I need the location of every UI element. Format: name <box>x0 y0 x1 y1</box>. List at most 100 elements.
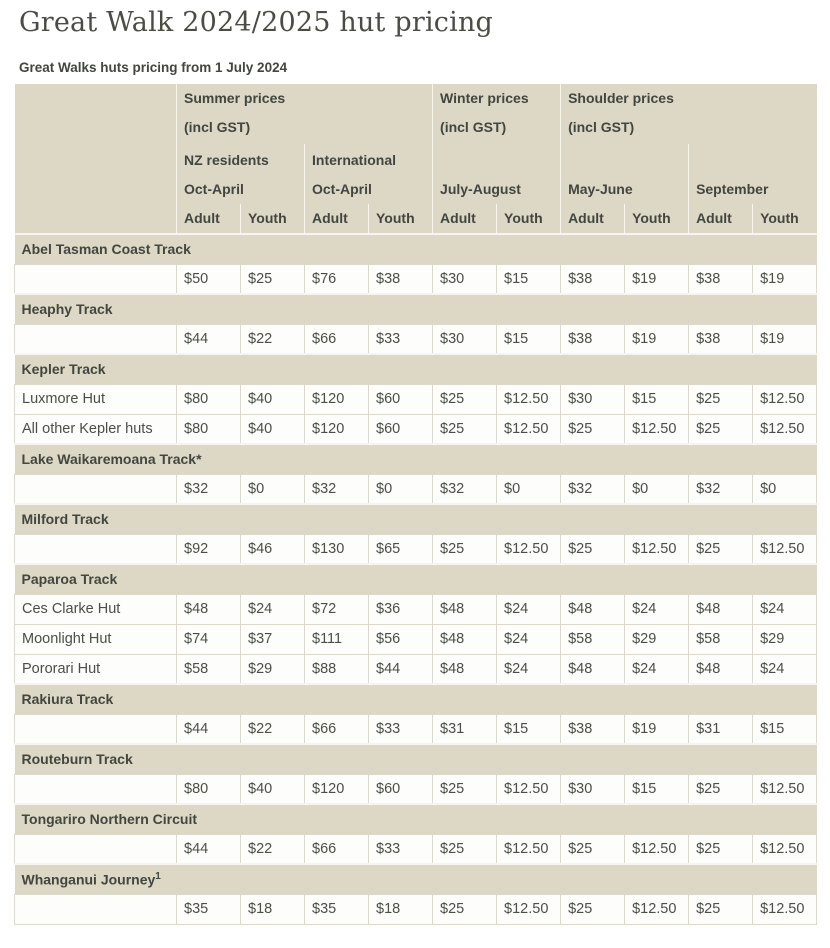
price-cell: $15 <box>624 773 690 805</box>
track-group-row: Paparoa Track <box>14 563 817 594</box>
price-cell: $25 <box>240 263 305 295</box>
price-cell: $29 <box>624 623 690 655</box>
price-cell: $56 <box>367 623 434 655</box>
price-group-cell: Winter prices (incl GST) <box>432 84 561 144</box>
price-row: $32 $0 $32 $0 $32 $0 $32 $0 $32 $0 <box>14 473 818 505</box>
price-cell: $120 <box>304 383 369 415</box>
price-cell: $65 <box>367 533 434 565</box>
hut-name-cell <box>14 713 177 745</box>
header-row-price-groups: Summer prices (incl GST) Winter prices (inc… <box>14 84 817 144</box>
hut-name-cell: Pororari Hut <box>14 653 177 685</box>
price-cell: $33 <box>367 713 434 745</box>
price-cell: $12.50 <box>496 413 562 445</box>
price-cell: $30 <box>432 263 498 295</box>
price-cell: $38 <box>560 263 626 295</box>
price-cell: $12.50 <box>496 833 562 865</box>
price-cell: $48 <box>688 593 754 625</box>
track-name-cell: Whanganui Journey1 <box>14 863 817 894</box>
price-cell: $44 <box>176 833 241 865</box>
price-cell: $30 <box>560 773 626 805</box>
track-group-row: Whanganui Journey1 <box>14 863 817 894</box>
price-cell: $33 <box>367 833 434 865</box>
price-cell: $24 <box>752 653 818 685</box>
hut-name-cell <box>14 533 177 565</box>
price-group-label: Summer prices <box>184 90 286 106</box>
price-group-cell: Summer prices (incl GST) <box>175 84 433 144</box>
price-cell: $76 <box>304 263 369 295</box>
price-cell: $29 <box>240 653 305 685</box>
price-cell: $66 <box>304 323 369 355</box>
price-cell: $58 <box>176 653 241 685</box>
price-row: Ces Clarke Hut $48 $24 $72 $36 $48 $24 $48 $24 $4… <box>14 593 818 625</box>
track-group-row: Kepler Track <box>14 353 817 384</box>
price-cell: $18 <box>367 893 434 925</box>
price-group-label: Shoulder prices <box>568 90 674 106</box>
price-cell: $74 <box>176 623 241 655</box>
track-group-row: Abel Tasman Coast Track <box>14 233 817 264</box>
pricing-table-body: Abel Tasman Coast Track $50 $25 $76 $38 $30 $1… <box>14 233 818 925</box>
price-cell: $32 <box>176 473 241 505</box>
track-name: Kepler Track <box>21 361 106 378</box>
price-cell: $25 <box>432 833 498 865</box>
price-cell: $31 <box>688 713 754 745</box>
price-cell: $12.50 <box>752 413 818 445</box>
price-cell: $15 <box>752 713 818 745</box>
corner-cell <box>14 144 177 204</box>
price-cell: $48 <box>432 593 498 625</box>
price-cell: $0 <box>240 473 305 505</box>
season-group-cell: May-June <box>560 144 689 204</box>
price-cell: $72 <box>304 593 369 625</box>
price-cell: $80 <box>176 383 241 415</box>
price-row: Luxmore Hut $80 $40 $120 $60 $25 $12.50 $30 $15 $… <box>14 383 818 415</box>
season-group-cell: September <box>688 144 817 204</box>
price-cell: $60 <box>367 383 434 415</box>
price-cell: $48 <box>432 653 498 685</box>
track-name: Heaphy Track <box>21 301 113 318</box>
price-group-label: Winter prices <box>440 90 529 106</box>
age-label-cell: Youth <box>496 204 561 234</box>
price-group-gst-note: (incl GST) <box>568 119 635 135</box>
age-label-cell: Youth <box>367 204 433 234</box>
track-name-cell: Routeburn Track <box>14 743 817 774</box>
price-cell: $15 <box>624 383 690 415</box>
track-name: Paparoa Track <box>21 571 118 588</box>
track-name-cell: Lake Waikaremoana Track* <box>14 443 817 474</box>
track-name-cell: Paparoa Track <box>14 563 817 594</box>
price-cell: $38 <box>688 263 754 295</box>
table-caption: Great Walks huts pricing from 1 July 202… <box>19 60 288 75</box>
season-months-label: July-August <box>440 181 521 197</box>
age-label-cell: Youth <box>752 204 817 234</box>
season-months-label: Oct-April <box>184 181 244 197</box>
age-label-cell: Adult <box>176 204 241 234</box>
price-cell: $58 <box>688 623 754 655</box>
price-cell: $50 <box>176 263 241 295</box>
season-group-cell: International Oct-April <box>303 144 433 204</box>
track-name: Milford Track <box>21 511 109 528</box>
price-cell: $19 <box>624 713 690 745</box>
price-cell: $120 <box>304 413 369 445</box>
track-name-cell: Heaphy Track <box>14 293 817 324</box>
price-cell: $48 <box>560 593 626 625</box>
age-label-cell: Adult <box>560 204 625 234</box>
price-cell: $35 <box>176 893 241 925</box>
hut-name-cell <box>14 833 177 865</box>
price-cell: $12.50 <box>496 383 562 415</box>
track-name: Rakiura Track <box>21 691 114 708</box>
price-cell: $25 <box>560 893 626 925</box>
price-group-gst-note: (incl GST) <box>440 119 507 135</box>
price-cell: $32 <box>432 473 498 505</box>
track-name: Tongariro Northern Circuit <box>21 811 198 828</box>
corner-cell <box>14 84 177 144</box>
price-cell: $15 <box>496 713 562 745</box>
price-row: $44 $22 $66 $33 $31 $15 $38 $19 $31 $15 <box>14 713 818 745</box>
track-name: Lake Waikaremoana Track* <box>21 451 202 468</box>
price-row: $35 $18 $35 $18 $25 $12.50 $25 $12.50 $25 $12.50 <box>14 893 818 925</box>
price-cell: $60 <box>367 413 434 445</box>
hut-name-cell <box>14 473 177 505</box>
season-months-label: September <box>696 181 769 197</box>
price-cell: $25 <box>688 773 754 805</box>
price-row: $92 $46 $130 $65 $25 $12.50 $25 $12.50 $25 $12.50 <box>14 533 818 565</box>
price-cell: $24 <box>240 593 305 625</box>
price-cell: $0 <box>367 473 434 505</box>
track-group-row: Heaphy Track <box>14 293 817 324</box>
